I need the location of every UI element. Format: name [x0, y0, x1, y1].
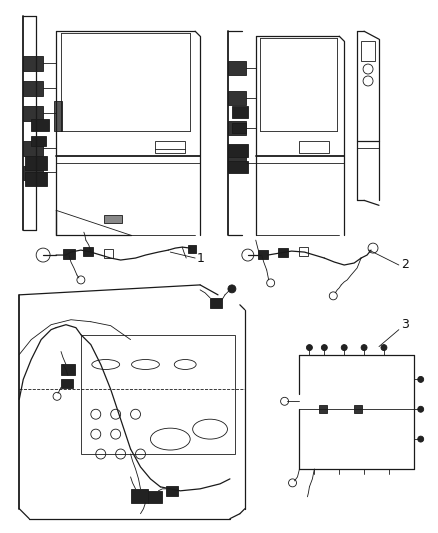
Bar	[23, 141, 43, 156]
Bar	[131, 489, 148, 503]
Bar	[228, 156, 246, 169]
Bar	[228, 144, 248, 157]
Bar	[228, 160, 248, 173]
Bar	[23, 56, 43, 71]
Circle shape	[418, 376, 424, 382]
Bar	[31, 119, 49, 131]
Bar	[104, 215, 122, 223]
Bar	[300, 141, 329, 152]
Bar	[232, 123, 246, 133]
Bar	[25, 156, 47, 169]
Bar	[361, 41, 375, 61]
Bar	[232, 106, 248, 118]
Text: 1: 1	[197, 252, 205, 265]
Bar	[54, 101, 62, 131]
Bar	[155, 141, 185, 152]
Bar	[23, 81, 43, 96]
Circle shape	[307, 345, 312, 351]
Bar	[61, 379, 73, 389]
Bar	[61, 365, 75, 375]
Bar	[210, 298, 222, 308]
Bar	[23, 106, 43, 121]
Text: 2: 2	[401, 258, 409, 271]
Circle shape	[341, 345, 347, 351]
Bar	[81, 335, 235, 454]
Circle shape	[418, 406, 424, 412]
Bar	[31, 136, 46, 146]
Bar	[166, 486, 178, 496]
Bar	[300, 247, 308, 256]
Bar	[23, 166, 43, 181]
Circle shape	[228, 285, 236, 293]
Bar	[148, 491, 162, 503]
Circle shape	[321, 345, 327, 351]
Text: 3: 3	[401, 318, 409, 330]
Bar	[188, 245, 196, 253]
Bar	[83, 247, 93, 256]
Circle shape	[418, 436, 424, 442]
Bar	[319, 405, 327, 413]
Bar	[278, 248, 288, 257]
Bar	[63, 249, 75, 259]
Bar	[258, 250, 268, 259]
Circle shape	[361, 345, 367, 351]
Bar	[228, 61, 246, 75]
Bar	[228, 121, 246, 135]
Bar	[228, 91, 246, 105]
Bar	[104, 249, 113, 258]
Circle shape	[381, 345, 387, 351]
Bar	[25, 173, 47, 187]
Bar	[354, 405, 362, 413]
